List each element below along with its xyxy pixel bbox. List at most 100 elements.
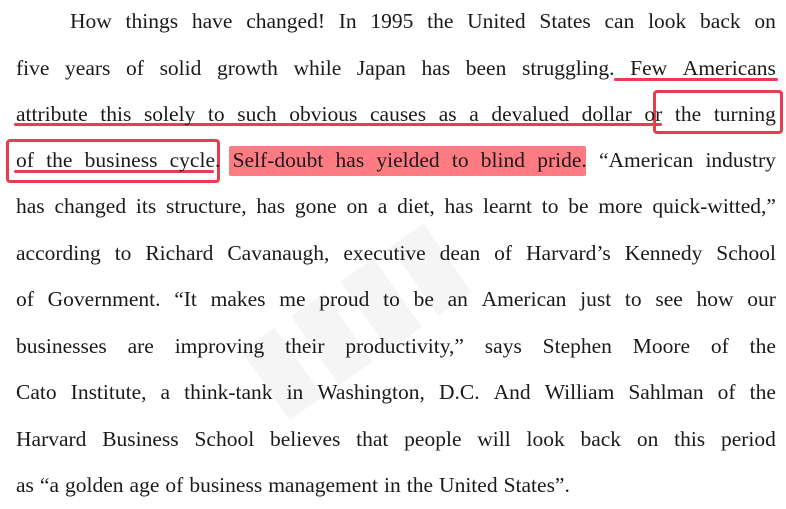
word: solid — [159, 56, 202, 80]
word: Cavanaugh, — [227, 241, 330, 265]
text-line-10: Harvard Business School believes that people w… — [16, 424, 776, 454]
word: a — [160, 380, 171, 404]
word: yielded — [376, 148, 440, 172]
word: see — [655, 287, 683, 311]
word: just — [580, 287, 612, 311]
word: believes — [269, 427, 341, 451]
word: How — [70, 9, 112, 33]
word: changed — [54, 194, 127, 218]
text-line-4: of the business cycle. Self-doubt has yielded t… — [16, 145, 776, 175]
word: causes — [369, 102, 427, 126]
word: William — [544, 380, 615, 404]
word: a — [469, 102, 479, 126]
word: this — [100, 102, 132, 126]
word: Few — [630, 56, 668, 80]
word: proud — [319, 287, 370, 311]
word: on — [636, 427, 659, 451]
text-line-2: five years of solid growth while Japan has been s… — [16, 53, 776, 83]
word: period — [720, 427, 776, 451]
word: people — [404, 427, 462, 451]
word: golden — [65, 473, 124, 497]
word: look — [648, 9, 687, 33]
word: American — [481, 287, 567, 311]
word: that — [356, 427, 389, 451]
word: management — [268, 473, 379, 497]
word: its — [135, 194, 157, 218]
word: Government. — [47, 287, 161, 311]
word: are — [127, 334, 154, 358]
word: to — [114, 241, 132, 265]
word: Kennedy — [624, 241, 703, 265]
word: 1995 — [370, 9, 414, 33]
word: to — [207, 102, 225, 126]
word: of — [494, 241, 513, 265]
word: in — [384, 473, 401, 497]
word: to — [451, 148, 469, 172]
word: look — [526, 427, 565, 451]
word: the — [427, 9, 454, 33]
word: D.C. — [438, 380, 480, 404]
word: have — [191, 9, 233, 33]
word: on — [754, 9, 776, 33]
word: or — [644, 102, 663, 126]
word: Cato — [16, 380, 57, 404]
word: growth — [217, 56, 278, 80]
word: attribute — [16, 102, 88, 126]
word: their — [285, 334, 325, 358]
text-line-8: businesses are improving their productivity,… — [16, 331, 776, 361]
word: pride. — [537, 148, 587, 172]
word: devalued — [491, 102, 570, 126]
word: according — [16, 241, 101, 265]
word: in — [286, 380, 304, 404]
word: the — [46, 148, 73, 172]
word: Self-doubt — [232, 148, 324, 172]
word: In — [338, 9, 357, 33]
word: industry — [705, 148, 776, 172]
word: on — [346, 194, 368, 218]
word: the — [674, 102, 702, 126]
word: to — [541, 194, 559, 218]
word: to — [383, 287, 400, 311]
word: learnt — [483, 194, 532, 218]
word: obvious — [289, 102, 358, 126]
word: years — [65, 56, 111, 80]
word: United — [467, 9, 526, 33]
word: can — [604, 9, 635, 33]
word: has — [16, 194, 45, 218]
word: business — [189, 473, 263, 497]
text-line-6: according to Richard Cavanaugh, executive dea… — [16, 238, 776, 268]
word: has — [335, 148, 365, 172]
word: Institute, — [70, 380, 147, 404]
word: of — [16, 287, 34, 311]
word: a — [377, 194, 388, 218]
word: of — [717, 380, 736, 404]
word: of — [16, 148, 34, 172]
word: of — [710, 334, 729, 358]
word: quick-witted,” — [652, 194, 776, 218]
word: been — [465, 56, 507, 80]
text-line-5: has changed its structure, has gone on a diet, ha… — [16, 191, 776, 221]
word: improving — [174, 334, 265, 358]
word: gone — [294, 194, 337, 218]
word: things — [125, 9, 179, 33]
word: back — [580, 427, 622, 451]
word: our — [747, 287, 776, 311]
word: Business — [102, 427, 179, 451]
word: States”. — [503, 473, 570, 497]
word: business — [84, 148, 158, 172]
text-line-3: attribute this solely to such obvious causes as… — [16, 99, 776, 129]
word: blind — [480, 148, 525, 172]
word: has — [444, 194, 474, 218]
word: structure, — [166, 194, 247, 218]
word: as — [438, 102, 457, 126]
word: changed! — [246, 9, 325, 33]
word: diet, — [397, 194, 435, 218]
word: Harvard’s — [526, 241, 611, 265]
word: productivity,” — [345, 334, 464, 358]
text-line-9: Cato Institute, a think-tank in Washington, D.… — [16, 377, 776, 407]
word: Washington, — [317, 380, 425, 404]
text-line-7: of Government. “It makes me proud to be an Americ… — [16, 284, 776, 314]
word: businesses — [16, 334, 107, 358]
word: the — [406, 473, 434, 497]
